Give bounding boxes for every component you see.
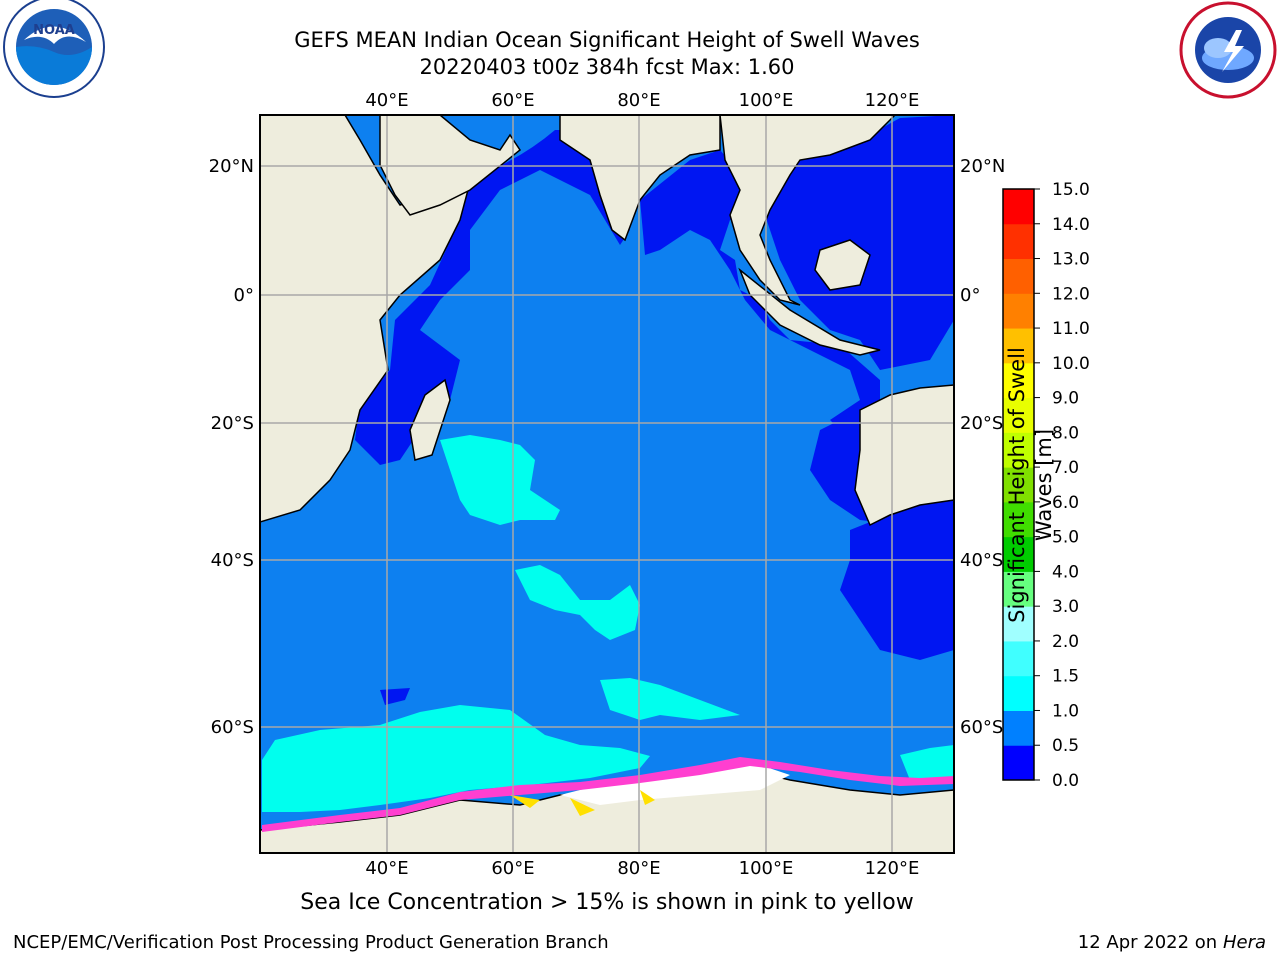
colorbar-tick-label: 12.0 bbox=[1052, 284, 1090, 304]
colorbar-bin bbox=[1003, 571, 1034, 607]
colorbar-tick-label: 2.0 bbox=[1052, 632, 1079, 652]
colorbar-bin bbox=[1003, 258, 1034, 294]
lat-label-right: 20°N bbox=[960, 156, 1005, 177]
colorbar-tick-label: 14.0 bbox=[1052, 215, 1090, 235]
sea-ice-caption: Sea Ice Concentration > 15% is shown in … bbox=[300, 890, 914, 915]
lat-label-left: 60°S bbox=[211, 717, 254, 738]
colorbar-tick-label: 1.5 bbox=[1052, 667, 1079, 687]
colorbar-bin bbox=[1003, 536, 1034, 572]
footer-host: Hera bbox=[1222, 932, 1266, 953]
colorbar-title: Significant Height of Swell Waves [m] bbox=[1004, 335, 1064, 635]
gridlines bbox=[260, 115, 954, 853]
lon-label-bottom: 40°E bbox=[365, 858, 408, 879]
colorbar-bin bbox=[1003, 640, 1034, 677]
lon-label-bottom: 100°E bbox=[739, 858, 794, 879]
colorbar-title-line2: Waves [m] bbox=[1032, 428, 1056, 542]
noaa-logo-icon: NOAA bbox=[3, 0, 105, 98]
footer-date: 12 Apr 2022 on Hera bbox=[1078, 932, 1266, 953]
colorbar-bin bbox=[1003, 223, 1034, 260]
colorbar-tick-label: 6.0 bbox=[1052, 493, 1079, 513]
colorbar-bin bbox=[1003, 606, 1034, 642]
colorbar-tick-label: 8.0 bbox=[1052, 423, 1079, 443]
colorbar-tick-label: 0.5 bbox=[1052, 736, 1079, 756]
colorbar-tick-label: 10.0 bbox=[1052, 354, 1090, 374]
colorbar-bin bbox=[1003, 189, 1034, 225]
chart-title: GEFS MEAN Indian Ocean Significant Heigh… bbox=[294, 28, 920, 52]
sea-ice bbox=[262, 757, 954, 832]
chart-subtitle: 20220403 t00z 384h fcst Max: 1.60 bbox=[419, 55, 795, 79]
colorbar-bin bbox=[1003, 432, 1034, 468]
lon-label-bottom: 120°E bbox=[865, 858, 920, 879]
low-swell-regions bbox=[355, 115, 954, 705]
colorbar-tick-label: 5.0 bbox=[1052, 528, 1079, 548]
footer-date-text: 12 Apr 2022 on bbox=[1077, 932, 1223, 953]
colorbar-bin bbox=[1003, 745, 1034, 781]
lat-label-left: 20°N bbox=[209, 156, 254, 177]
lat-label-right: 0° bbox=[960, 285, 980, 306]
colorbar-bin bbox=[1003, 397, 1034, 433]
lon-label-bottom: 80°E bbox=[617, 858, 660, 879]
lat-label-right: 60°S bbox=[960, 717, 1003, 738]
colorbar-title-line1: Significant Height of Swell bbox=[1005, 347, 1029, 623]
lat-label-left: 20°S bbox=[211, 413, 254, 434]
noaa-logo-text: NOAA bbox=[33, 23, 75, 38]
colorbar-tick-label: 9.0 bbox=[1052, 389, 1079, 409]
colorbar-tick-label: 11.0 bbox=[1052, 319, 1090, 339]
colorbar-tick-label: 3.0 bbox=[1052, 597, 1079, 617]
national-weather-service-logo-icon bbox=[1179, 1, 1277, 99]
lon-label-top: 100°E bbox=[739, 90, 794, 111]
colorbar-frame bbox=[1002, 188, 1035, 781]
colorbar-bin bbox=[1003, 362, 1034, 399]
land-masses bbox=[260, 115, 954, 853]
colorbar-bin bbox=[1003, 675, 1034, 711]
colorbar-bin bbox=[1003, 328, 1034, 364]
lon-label-top: 40°E bbox=[365, 90, 408, 111]
colorbar-tick-label: 13.0 bbox=[1052, 250, 1090, 270]
lon-label-top: 60°E bbox=[491, 90, 534, 111]
colorbar-bin bbox=[1003, 710, 1034, 746]
map-frame bbox=[259, 114, 955, 854]
lat-label-right: 40°S bbox=[960, 550, 1003, 571]
colorbar: 0.0 0.5 1.0 1.5 2.0 3.0 4.0 5.0 6.0 7.0 8.0 9.0 10.0… bbox=[1002, 180, 1090, 791]
colorbar-tick-label: 4.0 bbox=[1052, 562, 1079, 582]
colorbar-bin bbox=[1003, 467, 1034, 503]
footer-credit: NCEP/EMC/Verification Post Processing Pr… bbox=[13, 932, 609, 953]
lat-label-right: 20°S bbox=[960, 413, 1003, 434]
lon-label-top: 80°E bbox=[617, 90, 660, 111]
colorbar-tick-label: 15.0 bbox=[1052, 180, 1090, 200]
colorbar-tick-label: 1.0 bbox=[1052, 701, 1079, 721]
colorbar-bin bbox=[1003, 501, 1034, 538]
lat-label-left: 0° bbox=[234, 285, 254, 306]
high-swell-regions bbox=[262, 435, 954, 812]
colorbar-tick-label: 0.0 bbox=[1052, 771, 1079, 791]
colorbar-tick-label: 7.0 bbox=[1052, 458, 1079, 478]
lat-label-left: 40°S bbox=[211, 550, 254, 571]
lon-label-top: 120°E bbox=[865, 90, 920, 111]
colorbar-bin bbox=[1003, 293, 1034, 329]
lon-label-bottom: 60°E bbox=[491, 858, 534, 879]
